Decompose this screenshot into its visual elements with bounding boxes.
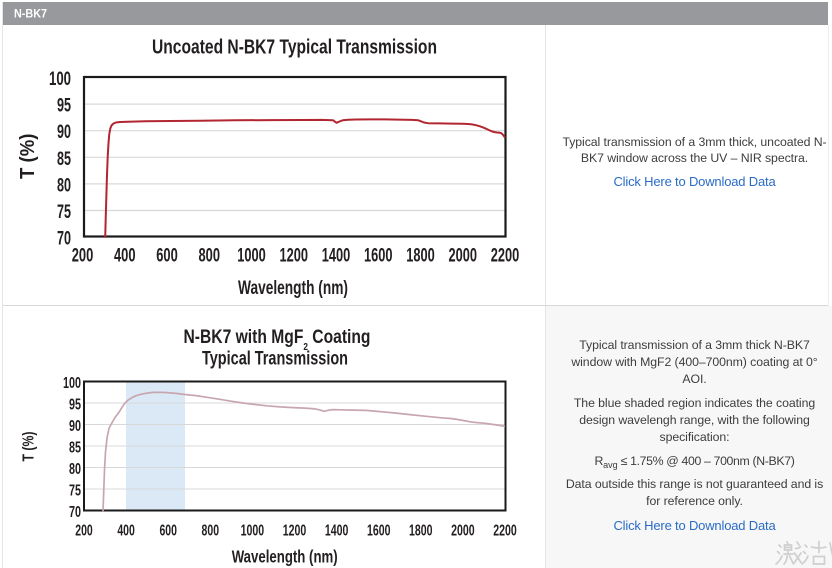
svg-text:70: 70: [69, 504, 81, 521]
svg-text:1000: 1000: [241, 523, 265, 540]
svg-text:600: 600: [156, 246, 178, 267]
svg-text:600: 600: [159, 523, 177, 540]
svg-text:2200: 2200: [491, 246, 520, 267]
svg-text:2000: 2000: [451, 523, 475, 540]
svg-text:200: 200: [72, 246, 94, 267]
svg-text:75: 75: [69, 483, 81, 500]
svg-text:95: 95: [57, 96, 71, 117]
svg-text:1400: 1400: [322, 246, 351, 267]
svg-text:1200: 1200: [283, 523, 307, 540]
svg-text:Wavelength (nm): Wavelength (nm): [232, 547, 338, 567]
svg-text:N-BK7: N-BK7: [14, 9, 47, 21]
svg-text:90: 90: [57, 122, 71, 143]
svg-text:100: 100: [63, 375, 81, 392]
svg-text:400: 400: [114, 246, 136, 267]
svg-text:2000: 2000: [449, 246, 478, 267]
svg-text:75: 75: [57, 202, 71, 223]
svg-text:100: 100: [49, 69, 71, 90]
svg-text:Uncoated N-BK7 Typical Transmi: Uncoated N-BK7 Typical Transmission: [152, 37, 437, 59]
svg-text:85: 85: [57, 149, 71, 170]
svg-text:800: 800: [199, 246, 221, 267]
svg-text:1800: 1800: [406, 246, 435, 267]
svg-text:2200: 2200: [493, 523, 517, 540]
svg-text:1000: 1000: [237, 246, 266, 267]
svg-text:200: 200: [75, 523, 93, 540]
svg-text:95: 95: [69, 397, 81, 414]
svg-text:1800: 1800: [409, 523, 433, 540]
svg-text:80: 80: [57, 175, 71, 196]
svg-text:80: 80: [69, 461, 81, 478]
svg-text:1200: 1200: [280, 246, 309, 267]
svg-text:Typical Transmission: Typical Transmission: [202, 349, 348, 370]
svg-text:1600: 1600: [364, 246, 393, 267]
svg-text:T (%): T (%): [21, 432, 38, 462]
svg-text:1400: 1400: [325, 523, 349, 540]
svg-text:400: 400: [117, 523, 135, 540]
svg-text:70: 70: [57, 229, 71, 250]
svg-text:85: 85: [69, 440, 81, 457]
svg-text:90: 90: [69, 418, 81, 435]
svg-text:800: 800: [202, 523, 220, 540]
svg-text:Wavelength (nm): Wavelength (nm): [238, 278, 348, 299]
svg-text:T (%): T (%): [17, 134, 39, 180]
svg-text:1600: 1600: [367, 523, 391, 540]
